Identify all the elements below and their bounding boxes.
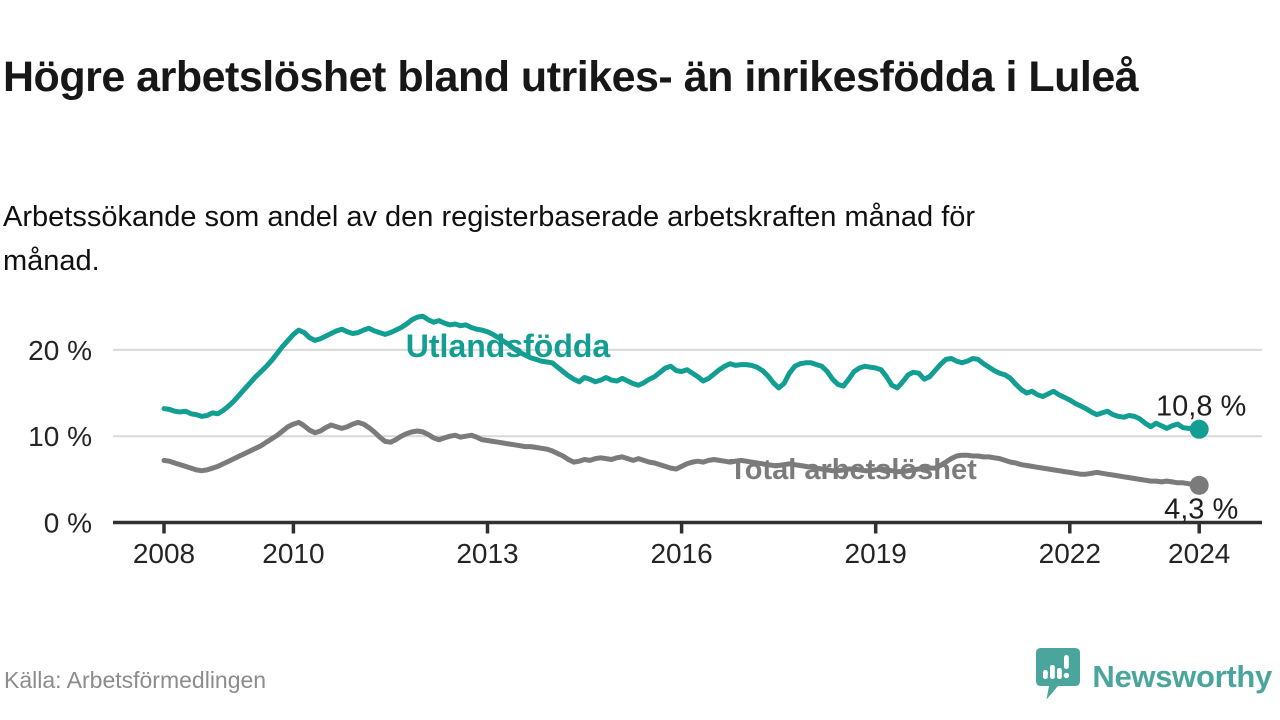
x-axis-tick-label: 2013 <box>456 538 518 569</box>
series-line-utlandsfodda <box>161 313 1202 432</box>
newsworthy-logo: Newsworthy <box>1034 646 1272 707</box>
series-end-value-total: 4,3 % <box>1164 493 1238 525</box>
y-axis-tick-label: 0 % <box>44 508 92 539</box>
series-label-total: Total arbetslöshet <box>729 454 977 486</box>
series-end-value-utlandsfodda: 10,8 % <box>1156 390 1246 422</box>
newsworthy-speech-bubble-bar-chart-icon <box>1034 646 1082 707</box>
chart-title: Högre arbetslöshet bland utrikes- än inr… <box>3 52 1139 101</box>
x-axis-tick-label: 2016 <box>650 538 712 569</box>
series-label-utlandsfodda: Utlandsfödda <box>406 328 611 364</box>
source-note: Källa: Arbetsförmedlingen <box>4 667 267 693</box>
x-axis-tick-label: 2010 <box>262 538 324 569</box>
y-axis-tick-label: 10 % <box>28 421 92 452</box>
x-axis-tick-label: 2024 <box>1168 538 1230 569</box>
series-end-dot-total <box>1189 475 1209 495</box>
x-axis-tick-label: 2022 <box>1039 538 1101 569</box>
x-axis-tick-label: 2008 <box>133 538 195 569</box>
newsworthy-wordmark: Newsworthy <box>1092 658 1272 694</box>
x-axis-tick-label: 2019 <box>845 538 907 569</box>
series-end-dot-utlandsfodda <box>1189 419 1209 439</box>
chart-subtitle: Arbetssökande som andel av den registerb… <box>3 201 976 278</box>
series-line-total <box>161 419 1202 488</box>
y-axis-tick-label: 20 % <box>28 335 92 366</box>
